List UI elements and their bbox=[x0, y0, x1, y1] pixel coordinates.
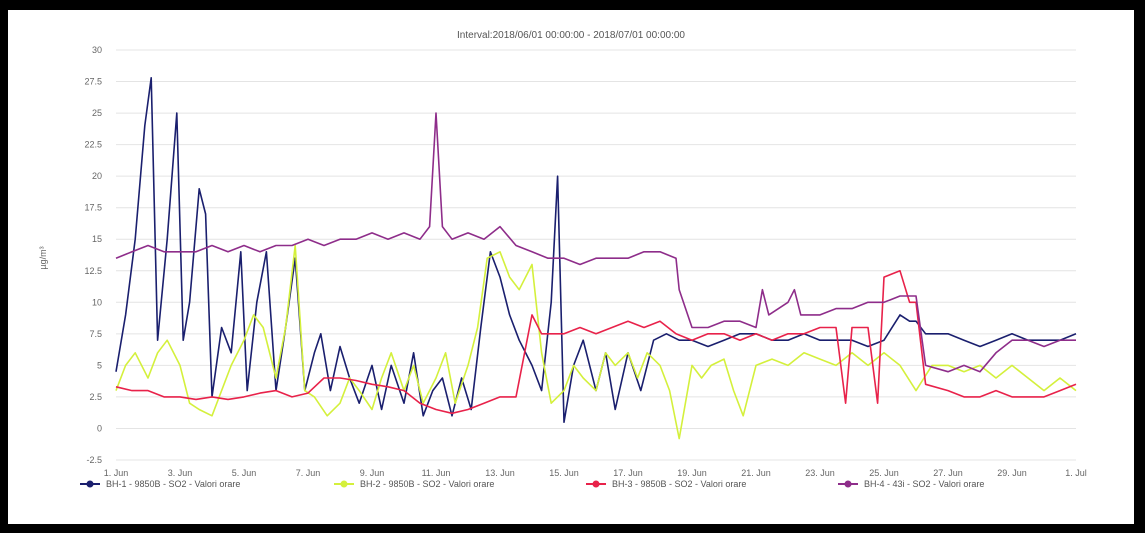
chart-title: Interval:2018/06/01 00:00:00 - 2018/07/0… bbox=[457, 30, 685, 41]
series-line-3 bbox=[115, 270, 1077, 415]
y-tick-label: 5 bbox=[97, 360, 102, 370]
y-tick-label: -2.5 bbox=[86, 455, 102, 465]
x-tick-label: 19. Jun bbox=[677, 468, 707, 478]
legend-label: BH-3 - 9850B - SO2 - Valori orare bbox=[612, 479, 746, 489]
legend-label: BH-1 - 9850B - SO2 - Valori orare bbox=[106, 479, 240, 489]
y-tick-label: 7.5 bbox=[89, 329, 102, 339]
y-tick-label: 27.5 bbox=[84, 77, 102, 87]
y-axis-label: µg/m³ bbox=[38, 246, 48, 269]
legend-item-2[interactable]: BH-2 - 9850B - SO2 - Valori orare bbox=[334, 479, 494, 489]
y-tick-label: 10 bbox=[92, 297, 102, 307]
y-axis-ticks: -2.5 0 2.5 5 7.5 10 12.5 15 17.5 20 22.5 25 27.5 30 bbox=[84, 45, 102, 465]
x-tick-label: 1. Jul bbox=[1065, 468, 1087, 478]
line-chart: Interval:2018/06/01 00:00:00 - 2018/07/0… bbox=[38, 30, 1087, 489]
x-tick-label: 7. Jun bbox=[296, 468, 321, 478]
y-tick-label: 22.5 bbox=[84, 140, 102, 150]
x-tick-label: 13. Jun bbox=[485, 468, 515, 478]
series-line-1 bbox=[115, 77, 1077, 423]
legend-label: BH-4 - 43i - SO2 - Valori orare bbox=[864, 479, 984, 489]
x-axis-ticks: 1. Jun 3. Jun 5. Jun 7. Jun 9. Jun 11. Jun 13.… bbox=[104, 468, 1087, 478]
legend-item-4[interactable]: BH-4 - 43i - SO2 - Valori orare bbox=[838, 479, 984, 489]
x-tick-label: 29. Jun bbox=[997, 468, 1027, 478]
series-line-2 bbox=[115, 244, 1077, 440]
y-tick-label: 25 bbox=[92, 108, 102, 118]
y-tick-label: 0 bbox=[97, 423, 102, 433]
legend-item-1[interactable]: BH-1 - 9850B - SO2 - Valori orare bbox=[80, 479, 240, 489]
series-lines bbox=[115, 77, 1077, 440]
legend: BH-1 - 9850B - SO2 - Valori orare BH-2 - … bbox=[80, 479, 984, 489]
y-tick-label: 12.5 bbox=[84, 266, 102, 276]
x-tick-label: 17. Jun bbox=[613, 468, 643, 478]
x-tick-label: 3. Jun bbox=[168, 468, 193, 478]
legend-swatch-marker bbox=[86, 480, 94, 488]
x-tick-label: 15. Jun bbox=[549, 468, 579, 478]
x-tick-label: 23. Jun bbox=[805, 468, 835, 478]
legend-swatch-marker bbox=[340, 480, 348, 488]
y-tick-label: 30 bbox=[92, 45, 102, 55]
y-tick-label: 2.5 bbox=[89, 392, 102, 402]
y-tick-label: 15 bbox=[92, 234, 102, 244]
legend-label: BH-2 - 9850B - SO2 - Valori orare bbox=[360, 479, 494, 489]
legend-swatch-marker bbox=[592, 480, 600, 488]
x-tick-label: 11. Jun bbox=[422, 468, 451, 478]
y-tick-label: 20 bbox=[92, 171, 102, 181]
x-tick-label: 5. Jun bbox=[232, 468, 257, 478]
x-tick-label: 9. Jun bbox=[360, 468, 385, 478]
legend-item-3[interactable]: BH-3 - 9850B - SO2 - Valori orare bbox=[586, 479, 746, 489]
series-line-4 bbox=[115, 112, 1076, 373]
x-tick-label: 1. Jun bbox=[104, 468, 129, 478]
chart-frame: Interval:2018/06/01 00:00:00 - 2018/07/0… bbox=[6, 8, 1136, 526]
x-tick-label: 25. Jun bbox=[869, 468, 899, 478]
grid bbox=[116, 49, 1076, 461]
legend-swatch-marker bbox=[844, 480, 852, 488]
y-tick-label: 17.5 bbox=[84, 203, 102, 213]
x-tick-label: 27. Jun bbox=[933, 468, 963, 478]
x-tick-label: 21. Jun bbox=[741, 468, 771, 478]
